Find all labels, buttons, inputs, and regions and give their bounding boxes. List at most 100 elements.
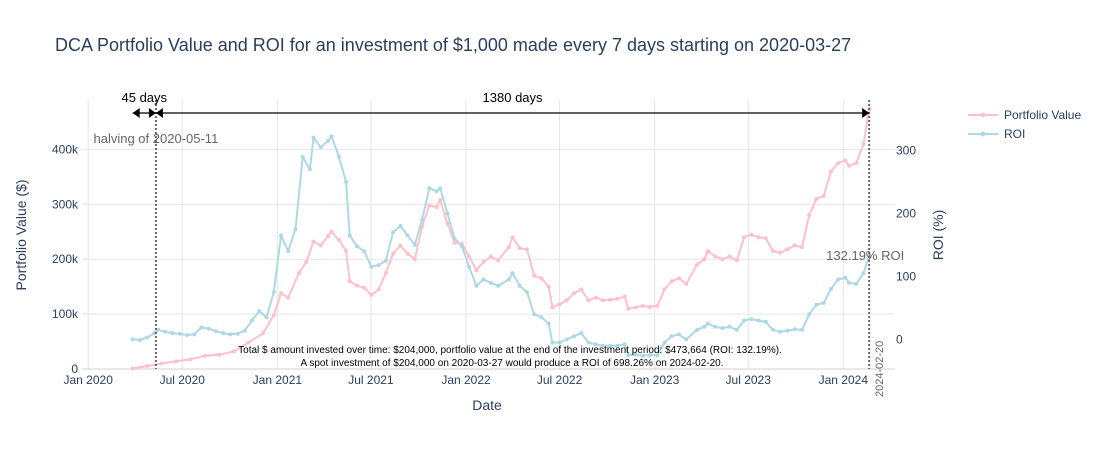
- portfolio-value-point: [304, 259, 309, 264]
- roi-point: [376, 263, 381, 268]
- portfolio-value-point: [677, 276, 681, 281]
- portfolio-value-point: [203, 353, 207, 358]
- portfolio-value-point: [347, 279, 352, 284]
- roi-point: [763, 319, 768, 324]
- portfolio-value-point: [532, 273, 537, 278]
- roi-point: [593, 342, 598, 347]
- roi-point: [539, 315, 544, 320]
- roi-point: [622, 342, 627, 347]
- roi-point: [355, 244, 359, 249]
- roi-point: [695, 327, 699, 332]
- roi-point: [329, 134, 334, 139]
- y-right-tick-label: 200: [896, 206, 916, 220]
- portfolio-value-point: [854, 161, 859, 166]
- roi-point: [235, 331, 240, 336]
- portfolio-value-point: [756, 235, 761, 240]
- roi-point: [807, 312, 812, 317]
- x-tick-label: Jul 2020: [160, 373, 206, 387]
- roi-point: [318, 145, 323, 150]
- roi-point: [427, 186, 432, 191]
- portfolio-value-point: [763, 236, 768, 241]
- roi-point: [648, 353, 652, 358]
- portfolio-value-point: [626, 306, 631, 311]
- legend[interactable]: Portfolio Value ROI: [968, 108, 1081, 141]
- portfolio-value-point: [843, 158, 848, 163]
- portfolio-value-point: [640, 303, 645, 308]
- roi-point: [702, 324, 707, 329]
- portfolio-value-point: [586, 298, 591, 303]
- roi-point: [326, 138, 330, 143]
- legend-item-portfolio-value[interactable]: Portfolio Value: [968, 108, 1081, 122]
- roi-point: [279, 233, 283, 238]
- portfolio-value-point: [593, 295, 598, 300]
- portfolio-value-point: [355, 283, 359, 288]
- halving-label: halving of 2020-05-11: [94, 131, 219, 146]
- portfolio-value-point: [734, 258, 739, 263]
- roi-point: [742, 318, 747, 323]
- roi-point: [720, 326, 725, 331]
- legend-item-roi[interactable]: ROI: [968, 127, 1025, 141]
- roi-point: [771, 327, 775, 332]
- y-right-tick-label: 0: [896, 332, 903, 346]
- portfolio-value-point: [847, 163, 851, 168]
- portfolio-value-point: [246, 340, 251, 345]
- portfolio-value-point: [821, 194, 826, 199]
- roi-point: [170, 331, 175, 336]
- portfolio-value-point: [557, 302, 562, 307]
- portfolio-value-point: [217, 352, 222, 357]
- y-right-tick-label: 300: [896, 143, 916, 157]
- footnote-line-1: Total $ amount invested over time: $204,…: [238, 345, 782, 356]
- portfolio-value-point: [702, 257, 707, 262]
- roi-point: [640, 353, 645, 358]
- portfolio-value-point: [705, 249, 710, 253]
- roi-point: [199, 325, 204, 330]
- portfolio-value-point: [836, 161, 841, 166]
- legend-label-portfolio-value: Portfolio Value: [1004, 108, 1081, 122]
- roi-point: [206, 326, 211, 331]
- roi-point: [293, 227, 298, 232]
- portfolio-value-point: [279, 291, 283, 296]
- roi-point: [271, 290, 276, 295]
- portfolio-value-point: [362, 285, 367, 290]
- portfolio-value-point: [159, 361, 164, 366]
- roi-point: [525, 290, 529, 295]
- portfolio-value-point: [807, 213, 812, 218]
- x-tick-label: Jan 2022: [441, 373, 491, 387]
- portfolio-value-point: [445, 221, 450, 226]
- x-tick-label: Jul 2022: [537, 373, 583, 387]
- roi-point: [412, 242, 417, 247]
- roi-point: [626, 353, 631, 358]
- portfolio-value-point: [742, 235, 747, 240]
- legend-marker-roi: [980, 131, 986, 137]
- roi-point: [633, 352, 638, 357]
- portfolio-value-point: [525, 247, 529, 252]
- roi-point: [488, 280, 493, 285]
- x-tick-label: Jul 2021: [348, 373, 394, 387]
- roi-point: [177, 331, 182, 336]
- roi-point: [145, 335, 150, 340]
- roi-point: [557, 340, 562, 345]
- x-tick-label: Jan 2024: [819, 373, 869, 387]
- roi-point: [213, 329, 218, 334]
- roi-point: [184, 333, 189, 337]
- portfolio-value-point: [539, 276, 544, 281]
- roi-point: [221, 331, 226, 336]
- portfolio-value-point: [713, 254, 718, 259]
- roi-point: [847, 280, 851, 285]
- portfolio-value-point: [329, 229, 334, 234]
- roi-end-label: 132.19% ROI: [826, 248, 904, 263]
- portfolio-value-point: [720, 257, 725, 262]
- x-tick-label: Jul 2023: [726, 373, 772, 387]
- portfolio-value-point: [828, 169, 833, 174]
- span2-arrowhead-right: [862, 108, 870, 118]
- roi-point: [137, 338, 142, 342]
- portfolio-value-point: [326, 234, 330, 239]
- roi-point: [459, 244, 464, 249]
- portfolio-value-point: [260, 331, 265, 336]
- roi-point: [496, 283, 501, 288]
- y-left-tick-label: 400k: [52, 142, 79, 156]
- portfolio-value-point: [601, 298, 605, 303]
- portfolio-value-point: [572, 291, 576, 296]
- roi-point: [481, 277, 486, 282]
